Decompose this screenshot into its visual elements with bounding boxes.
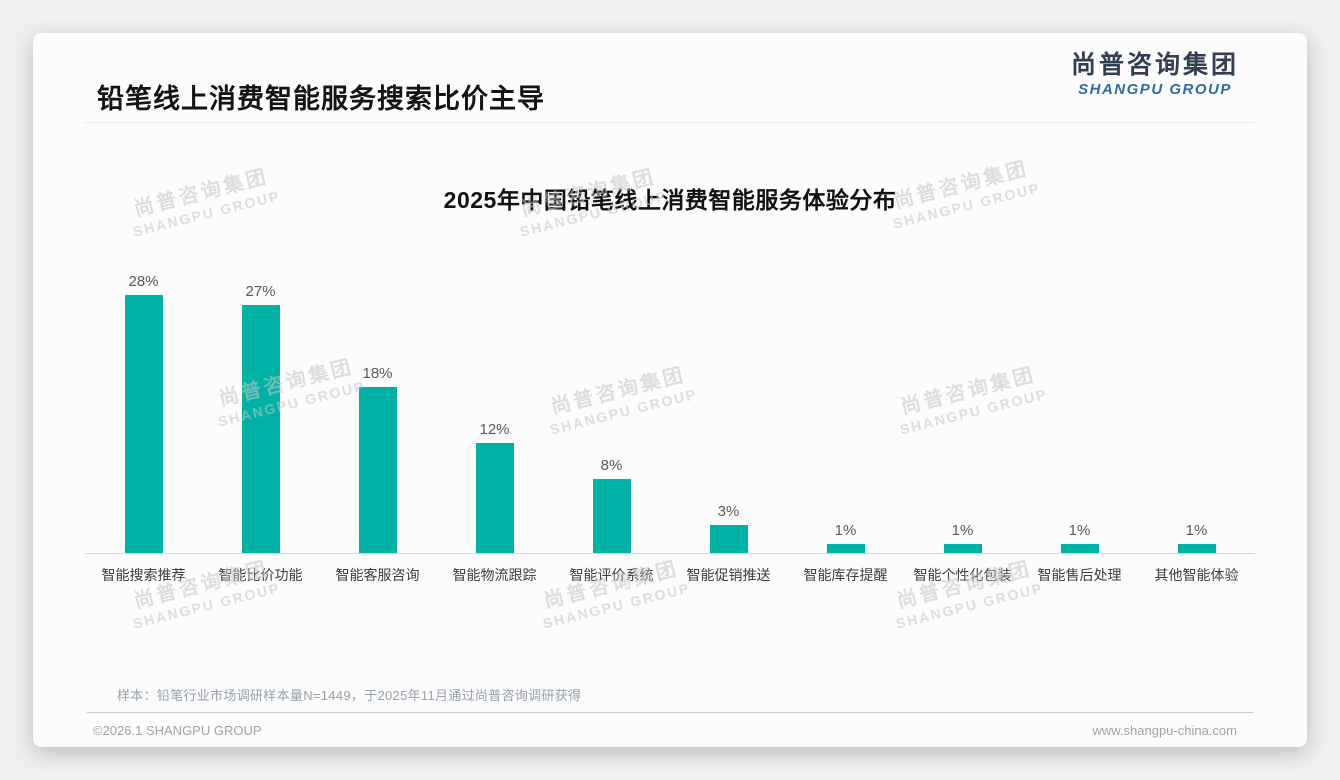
- bar: [592, 479, 631, 553]
- category-label: 智能个性化包装: [913, 567, 1012, 583]
- bar-value-label: 18%: [362, 365, 393, 383]
- category-label: 智能比价功能: [218, 567, 303, 583]
- bar-column: 8%: [553, 239, 670, 553]
- chart-categories: 智能搜索推荐 智能比价功能 智能客服咨询 智能物流跟踪 智能评价系统 智能促销推送 智能库存…: [85, 565, 1255, 585]
- report-slide-card: 铅笔线上消费智能服务搜索比价主导 尚普咨询集团 SHANGPU GROUP 20…: [33, 33, 1307, 747]
- watermark-line2: SHANGPU GROUP: [131, 579, 282, 632]
- category-label: 智能搜索推荐: [101, 567, 186, 583]
- logo-chinese-name: 尚普咨询集团: [1070, 51, 1239, 79]
- bar: [826, 543, 865, 553]
- category-label: 智能物流跟踪: [452, 567, 537, 583]
- logo-english-name: SHANGPU GROUP: [1078, 81, 1232, 98]
- slide-footer: ©2026.1 SHANGPU GROUP www.shangpu-china.…: [93, 723, 1237, 738]
- website-url: www.shangpu-china.com: [1092, 723, 1237, 738]
- watermark-line2: SHANGPU GROUP: [894, 579, 1045, 632]
- bar-column: 12%: [436, 239, 553, 553]
- bar-value-label: 8%: [600, 457, 623, 475]
- copyright-text: ©2026.1 SHANGPU GROUP: [93, 723, 262, 738]
- category-label: 智能促销推送: [686, 567, 771, 583]
- bar-column: 3%: [670, 239, 787, 553]
- bar-column: 1%: [787, 239, 904, 553]
- bar-column: 1%: [904, 239, 1021, 553]
- slide-header: 铅笔线上消费智能服务搜索比价主导 尚普咨询集团 SHANGPU GROUP: [33, 33, 1307, 122]
- bar-column: 1%: [1138, 239, 1255, 553]
- bar: [943, 543, 982, 553]
- bar-value-label: 12%: [479, 420, 510, 438]
- bar: [124, 295, 163, 553]
- header-divider: [85, 122, 1255, 123]
- bar: [1060, 543, 1099, 553]
- category-label: 智能评价系统: [569, 567, 654, 583]
- bar: [1177, 543, 1216, 553]
- bar-column: 27%: [202, 239, 319, 553]
- bar-value-label: 27%: [245, 282, 276, 300]
- company-logo: 尚普咨询集团 SHANGPU GROUP: [1070, 51, 1239, 98]
- bar-column: 18%: [319, 239, 436, 553]
- bar-value-label: 1%: [1068, 521, 1091, 539]
- bar-value-label: 1%: [834, 521, 857, 539]
- bar: [709, 525, 748, 553]
- bar: [241, 304, 280, 553]
- category-label: 智能客服咨询: [335, 567, 420, 583]
- category-label: 智能库存提醒: [803, 567, 888, 583]
- bar: [475, 442, 514, 553]
- footer-divider: [87, 712, 1253, 713]
- bar-value-label: 1%: [1185, 521, 1208, 539]
- bar: [358, 387, 397, 553]
- bar-value-label: 3%: [717, 503, 740, 521]
- sample-footnote: 样本：铅笔行业市场调研样本量N=1449，于2025年11月通过尚普咨询调研获得: [117, 688, 582, 703]
- chart-title: 2025年中国铅笔线上消费智能服务体验分布: [443, 187, 897, 213]
- page-title: 铅笔线上消费智能服务搜索比价主导: [97, 84, 545, 114]
- chart-plot: 28% 27% 18% 12% 8% 3% 1% 1% 1% 1%: [85, 239, 1255, 554]
- bar-value-label: 1%: [951, 521, 974, 539]
- bar-column: 1%: [1021, 239, 1138, 553]
- bar-column: 28%: [85, 239, 202, 553]
- category-label: 其他智能体验: [1154, 567, 1239, 583]
- watermark-line2: SHANGPU GROUP: [541, 579, 692, 632]
- category-label: 智能售后处理: [1037, 567, 1122, 583]
- bar-value-label: 28%: [128, 273, 159, 291]
